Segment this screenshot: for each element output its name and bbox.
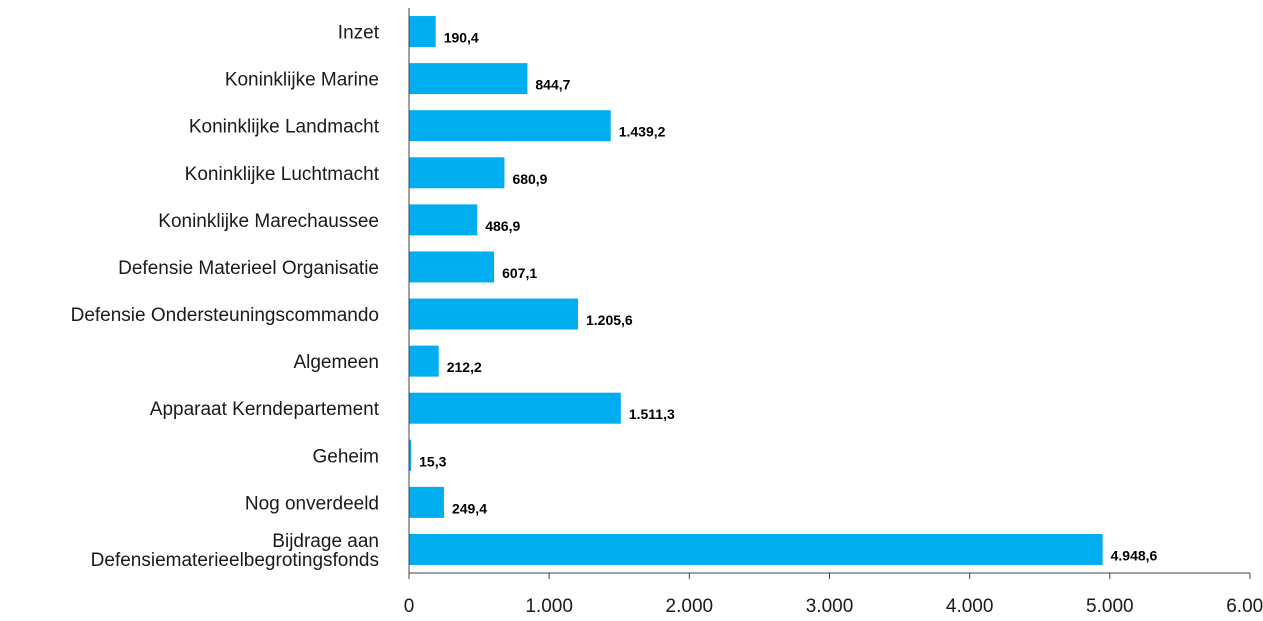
category-label: Nog onverdeeld [245,493,379,514]
bar [409,534,1103,565]
category-label: Koninklijke Marine [225,70,379,91]
bar [409,299,578,330]
category-label: Koninklijke Marechaussee [158,211,379,232]
bar [409,16,436,47]
bar [409,204,477,235]
category-label: Koninklijke Landmacht [189,117,380,138]
value-label: 680,9 [512,171,547,187]
bar [409,157,504,188]
value-labels: 190,4 844,7 1.439,2 680,9 486,9 607,1 1.205,6 2… [419,30,1157,564]
x-tick-label: 4.000 [946,596,994,617]
bars-group [409,16,1103,565]
x-axis-ticks: 0 1.000 2.000 3.000 4.000 5.000 6.000 [404,573,1263,617]
bar [409,63,527,94]
category-label: Defensie Materieel Organisatie [118,258,379,279]
category-label: Defensie Ondersteuningscommando [71,305,379,326]
category-label: Defensiematerieelbegrotingsfonds [91,550,379,571]
category-label: Bijdrage aan [272,531,379,552]
category-label: Koninklijke Luchtmacht [185,164,380,185]
x-tick-label: 3.000 [806,596,854,617]
value-label: 844,7 [535,77,570,93]
value-label: 1.439,2 [619,124,666,140]
category-labels: Inzet Koninklijke Marine Koninklijke Landm… [71,23,380,571]
bar [409,346,439,377]
bar [409,393,621,424]
value-label: 212,2 [447,359,482,375]
x-tick-label: 6.000 [1226,596,1263,617]
value-label: 249,4 [452,500,487,516]
bar [409,251,494,282]
bar [409,487,444,518]
x-tick-label: 1.000 [525,596,573,617]
x-tick-label: 0 [404,596,415,617]
category-label: Apparaat Kerndepartement [150,399,380,420]
value-label: 190,4 [444,30,479,46]
value-label: 4.948,6 [1111,547,1158,563]
category-label: Algemeen [293,352,379,373]
category-label: Inzet [338,23,380,44]
value-label: 607,1 [502,265,537,281]
category-label: Geheim [312,446,379,467]
value-label: 1.205,6 [586,312,633,328]
x-tick-label: 5.000 [1086,596,1134,617]
value-label: 15,3 [419,453,446,469]
x-tick-label: 2.000 [666,596,714,617]
value-label: 486,9 [485,218,520,234]
value-label: 1.511,3 [629,406,675,422]
bar [409,110,611,141]
